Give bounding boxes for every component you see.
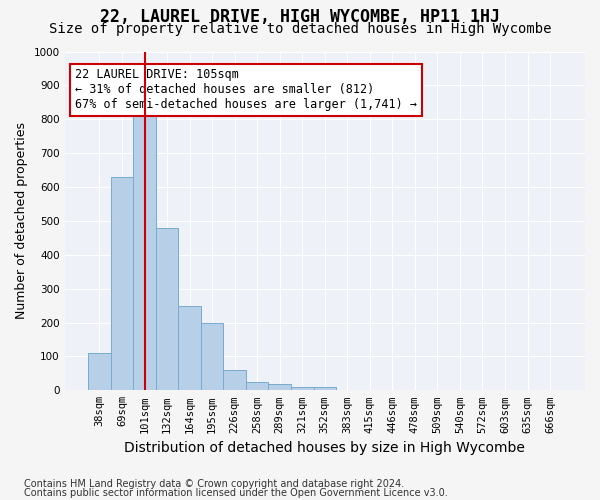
Text: 22 LAUREL DRIVE: 105sqm
← 31% of detached houses are smaller (812)
67% of semi-d: 22 LAUREL DRIVE: 105sqm ← 31% of detache… [75, 68, 417, 112]
Bar [133, 116, 156, 390]
Bar [201, 322, 223, 390]
Bar [88, 353, 111, 391]
Y-axis label: Number of detached properties: Number of detached properties [15, 122, 28, 320]
Bar [223, 370, 246, 390]
Bar [156, 228, 178, 390]
X-axis label: Distribution of detached houses by size in High Wycombe: Distribution of detached houses by size … [124, 441, 525, 455]
Bar [314, 387, 336, 390]
Bar [111, 177, 133, 390]
Text: Size of property relative to detached houses in High Wycombe: Size of property relative to detached ho… [49, 22, 551, 36]
Bar [246, 382, 268, 390]
Text: Contains HM Land Registry data © Crown copyright and database right 2024.: Contains HM Land Registry data © Crown c… [24, 479, 404, 489]
Bar [268, 384, 291, 390]
Text: Contains public sector information licensed under the Open Government Licence v3: Contains public sector information licen… [24, 488, 448, 498]
Bar [291, 387, 314, 390]
Text: 22, LAUREL DRIVE, HIGH WYCOMBE, HP11 1HJ: 22, LAUREL DRIVE, HIGH WYCOMBE, HP11 1HJ [100, 8, 500, 26]
Bar [178, 306, 201, 390]
